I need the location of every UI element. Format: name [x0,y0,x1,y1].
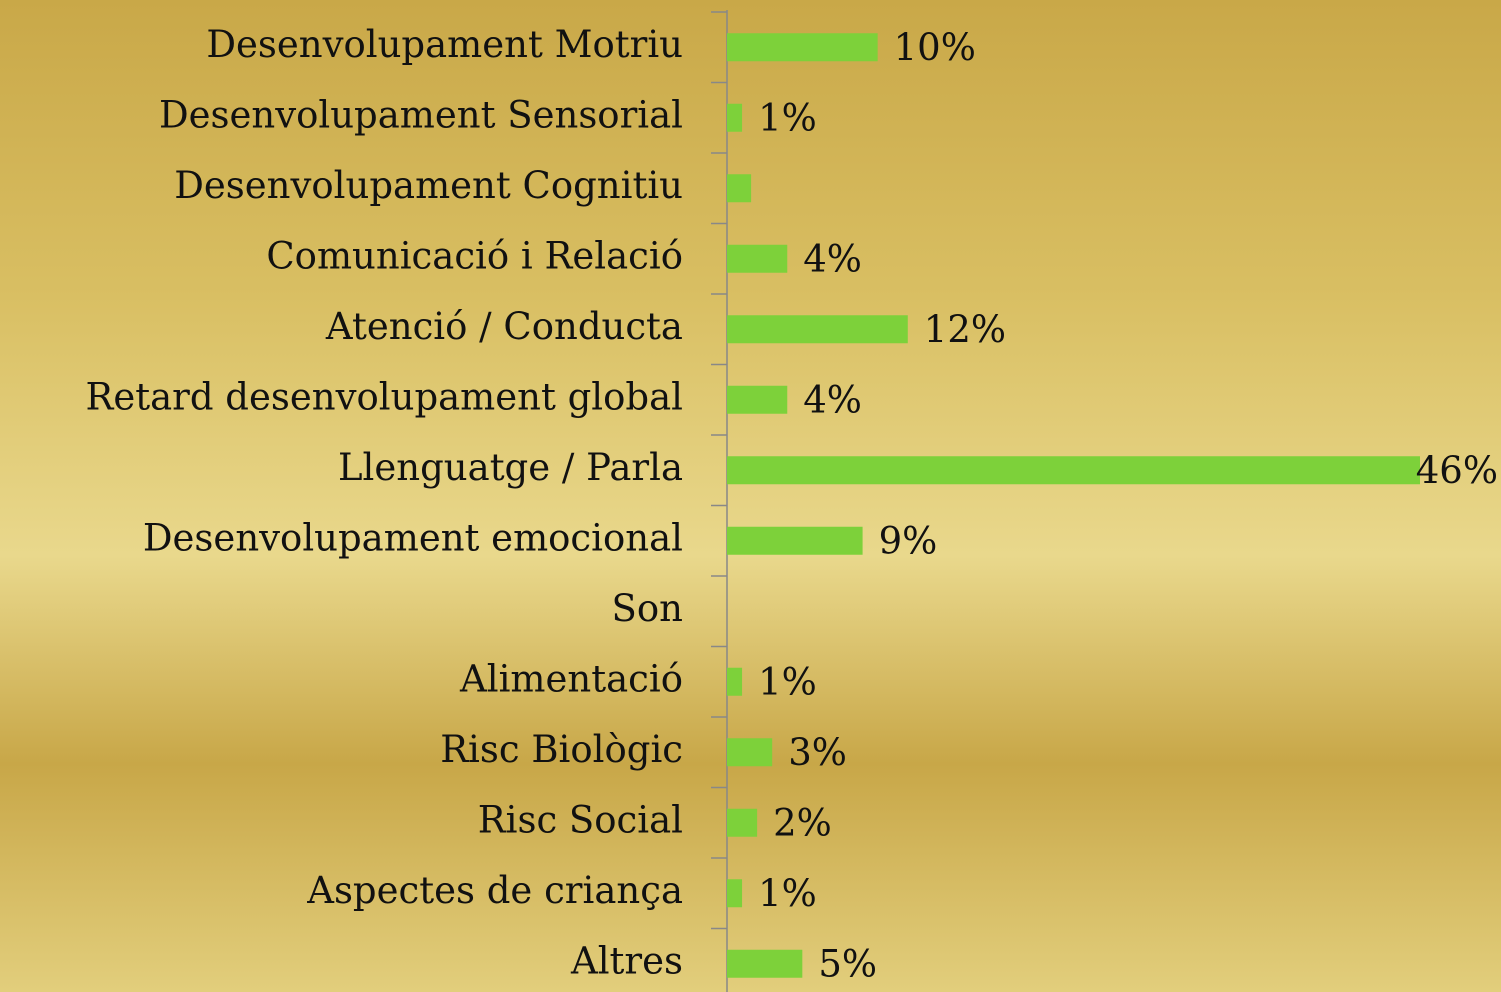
bar [727,174,752,203]
bar [727,808,758,837]
bar [727,738,773,767]
value-label: 1% [758,872,817,915]
bar [727,879,743,908]
category-label: Llenguatge / Parla [338,446,683,489]
value-label: 12% [924,308,1006,351]
value-label: 4% [803,237,862,280]
category-label: Retard desenvolupament global [85,375,683,418]
category-label: Desenvolupament emocional [143,516,683,559]
bar [727,385,788,414]
bar [727,526,863,555]
category-label: Desenvolupament Sensorial [159,93,683,136]
value-label: 5% [818,942,877,985]
bar [727,103,743,132]
category-label: Desenvolupament Motriu [206,23,683,66]
category-label: Desenvolupament Cognitiu [174,164,683,207]
value-label: 4% [803,378,862,421]
value-label: 46% [1416,449,1498,492]
category-label: Risc Biològic [440,728,683,771]
category-label: Altres [570,939,683,982]
bar [727,667,743,696]
value-label: 10% [894,26,976,69]
value-label: 1% [758,660,817,703]
category-label: Comunicació i Relació [266,234,683,277]
category-label: Alimentació [459,657,683,700]
category-label: Aspectes de criança [306,869,683,912]
value-label: 9% [879,519,938,562]
value-label: 1% [758,96,817,139]
bar [727,33,878,62]
value-label: 3% [788,731,847,774]
value-label: 2% [773,801,832,844]
category-label: Son [612,587,683,630]
bar [727,456,1420,485]
category-label: Atenció / Conducta [325,305,683,348]
bar [727,949,803,978]
bar [727,315,908,344]
bar [727,244,788,273]
category-label: Risc Social [478,798,683,841]
